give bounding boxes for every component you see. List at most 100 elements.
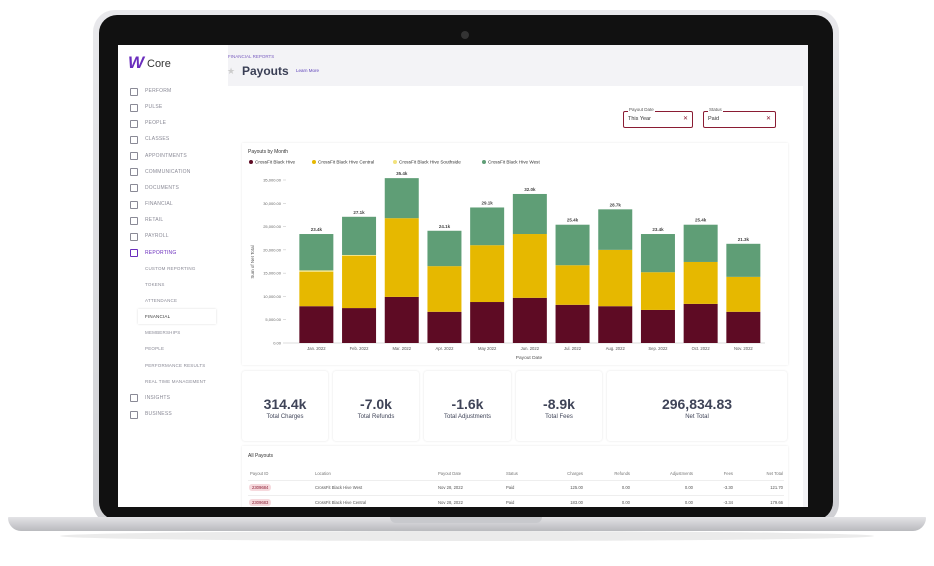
payout-id: 2309683 <box>249 499 272 506</box>
x-tick-label: May 2022 <box>478 346 497 351</box>
x-axis-label: Payout Date <box>516 355 543 361</box>
table-cell: 0.00 <box>684 485 693 490</box>
bar-segment <box>683 303 718 343</box>
bar-segment <box>342 255 377 309</box>
menu-item[interactable]: ATTENDANCE <box>145 297 178 303</box>
legend-marker <box>249 160 253 164</box>
menu-item[interactable]: TOKENS <box>145 281 165 287</box>
menu-item[interactable]: DOCUMENTS <box>145 184 180 191</box>
column-header: Refunds <box>614 471 630 476</box>
legend-marker <box>312 160 316 164</box>
menu-item[interactable]: FINANCIAL <box>145 201 173 208</box>
total-label: 21.3k <box>738 237 750 242</box>
table-cell: 183.00 <box>570 500 583 505</box>
menu-item[interactable]: PERFORMANCE RESULTS <box>145 362 206 368</box>
y-axis-label: Sum of Net Total <box>250 245 255 278</box>
menu-item[interactable]: PAYROLL <box>145 233 169 240</box>
total-label: 32.0k <box>524 187 536 192</box>
x-tick-label: Jun. 2022 <box>521 346 540 351</box>
clear-icon[interactable]: ✕ <box>683 116 689 122</box>
star-icon[interactable]: ★ <box>227 66 236 76</box>
filter-box[interactable] <box>623 111 693 128</box>
menu-item[interactable]: FINANCIAL <box>145 314 171 320</box>
menu-item[interactable]: COMMUNICATION <box>145 168 191 175</box>
menu-item[interactable]: RETAIL <box>145 217 164 224</box>
x-tick-label: Aug. 2022 <box>606 346 626 351</box>
bar-segment <box>640 309 675 343</box>
card-value: 296,834.83 <box>661 396 733 412</box>
menu-icon <box>130 103 138 112</box>
bar-segment <box>683 224 718 262</box>
table-cell: 179.66 <box>770 500 783 505</box>
total-label: 35.4k <box>396 171 408 176</box>
table-cell: 121.70 <box>770 485 783 490</box>
menu-item[interactable]: PEOPLE <box>145 120 167 127</box>
filter-label: Payout Date <box>628 107 655 112</box>
logo: Core <box>147 58 171 70</box>
bar-segment <box>427 311 462 343</box>
menu-item[interactable]: BUSINESS <box>145 411 172 417</box>
menu-item[interactable]: REAL TIME MANAGEMENT <box>145 378 207 384</box>
bar-segment <box>299 271 334 307</box>
menu-item[interactable]: REPORTING <box>145 249 177 256</box>
summary-card: -7.0k Total Refunds <box>333 371 419 441</box>
table-cell: Nov 28, 2022 <box>438 500 463 505</box>
menu-item[interactable]: CLASSES <box>145 136 170 143</box>
menu-icon <box>130 184 138 193</box>
x-tick-label: Jan. 2022 <box>307 346 326 351</box>
menu-item[interactable]: PULSE <box>145 104 163 111</box>
column-header: Location <box>315 471 331 476</box>
total-label: 29.1k <box>482 200 494 205</box>
menu-item[interactable]: MEMBERSHIPS <box>145 330 181 336</box>
x-tick-label: Sep. 2022 <box>648 346 668 351</box>
y-tick-label: 15,000.00 <box>263 271 282 276</box>
bar-segment <box>555 304 590 343</box>
row-divider <box>248 495 784 496</box>
summary-card: -8.9k Total Fees <box>516 371 602 441</box>
bar-segment <box>555 224 590 266</box>
x-tick-label: Apr. 2022 <box>435 346 454 351</box>
x-tick-label: Oct. 2022 <box>692 346 711 351</box>
column-header: Payout ID <box>250 471 269 476</box>
table-cell: -3.34 <box>723 500 733 505</box>
bar-segment <box>555 265 590 305</box>
summary-card: 296,834.83 Net Total <box>607 371 787 441</box>
table-cell: 0.00 <box>621 500 630 505</box>
bar-segment <box>384 218 419 297</box>
menu-item[interactable]: PERFORM <box>145 88 172 94</box>
filter-box[interactable] <box>703 111 776 128</box>
table-cell: CrossFit Black Hive Central <box>315 500 367 505</box>
card-value: 314.4k <box>263 396 307 412</box>
legend-marker <box>393 160 397 164</box>
card-label: Total Fees <box>545 414 573 420</box>
y-tick-label: 35,000.00 <box>263 178 282 183</box>
clear-icon[interactable]: ✕ <box>766 116 772 122</box>
bar-segment <box>598 249 633 307</box>
bar-segment <box>512 297 547 343</box>
card-label: Total Refunds <box>357 414 395 420</box>
bar-segment <box>512 234 547 298</box>
bar-segment <box>640 234 675 273</box>
total-label: 25.4k <box>567 218 579 223</box>
bar-segment <box>299 306 334 343</box>
menu-icon <box>130 394 138 403</box>
bar-segment <box>342 216 377 255</box>
menu-item[interactable]: CUSTOM REPORTING <box>145 265 196 271</box>
camera <box>461 31 469 39</box>
column-header: Status <box>506 471 518 476</box>
menu-item[interactable]: APPOINTMENTS <box>145 152 187 159</box>
x-tick-label: Jul. 2022 <box>564 346 582 351</box>
y-tick-label: 10,000.00 <box>263 294 282 299</box>
row-divider <box>248 480 784 481</box>
total-label: 23.4k <box>652 227 664 232</box>
legend-marker <box>482 160 486 164</box>
y-tick-label: 30,000.00 <box>263 201 282 206</box>
menu-item[interactable]: PEOPLE <box>145 346 165 352</box>
bar-segment <box>598 209 633 250</box>
bar-segment <box>683 261 718 304</box>
filter-value: This Year <box>628 116 651 122</box>
summary-card: -1.6k Total Adjustments <box>424 371 511 441</box>
menu-item[interactable]: INSIGHTS <box>145 394 171 401</box>
learn-more[interactable]: Learn More <box>296 68 320 73</box>
